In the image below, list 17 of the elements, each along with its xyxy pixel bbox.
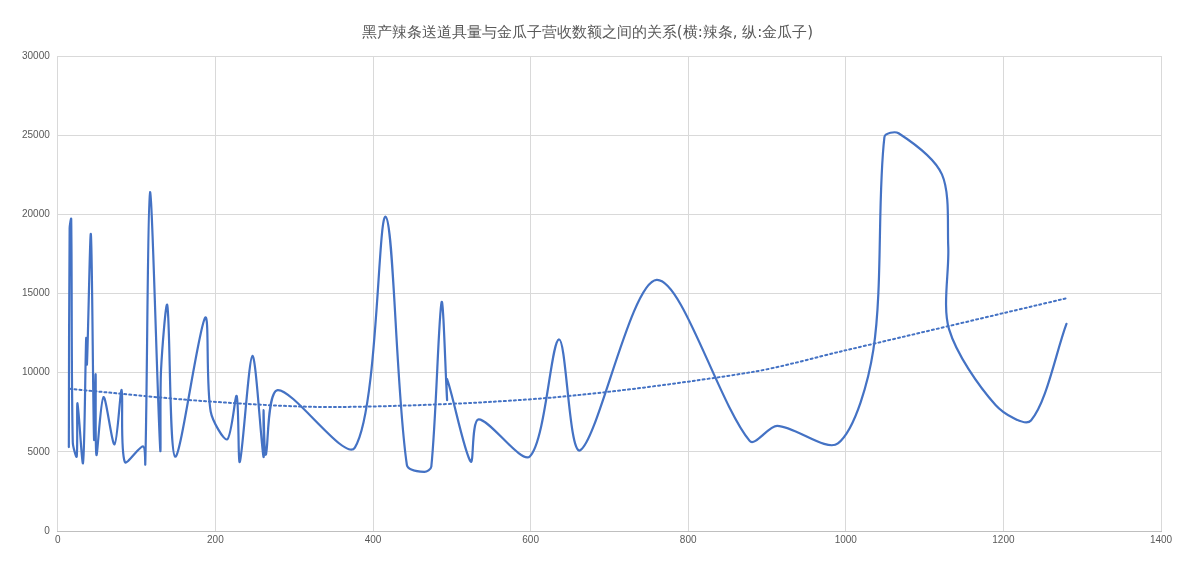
y-tick-label: 10000: [22, 366, 51, 378]
y-tick-label: 15000: [22, 287, 51, 299]
y-tick-label: 5000: [27, 445, 51, 457]
x-tick-label: 0: [55, 533, 62, 545]
y-tick-label: 0: [44, 524, 51, 536]
x-tick-label: 1200: [992, 533, 1015, 545]
line-series: [67, 132, 1068, 474]
x-tick-label: 1000: [834, 533, 858, 545]
x-tick-label: 600: [522, 533, 540, 545]
x-tick-label: 1400: [1149, 533, 1173, 545]
x-tick-label: 400: [364, 533, 382, 545]
x-tick-label: 200: [207, 533, 225, 545]
y-tick-label: 25000: [22, 128, 51, 140]
x-tick-label: 800: [679, 533, 697, 545]
y-tick-label: 30000: [22, 49, 51, 61]
y-tick-label: 20000: [22, 208, 51, 220]
chart-title: 黑产辣条送道具量与金瓜子营收数额之间的关系(横:辣条, 纵:金瓜子): [361, 22, 814, 41]
